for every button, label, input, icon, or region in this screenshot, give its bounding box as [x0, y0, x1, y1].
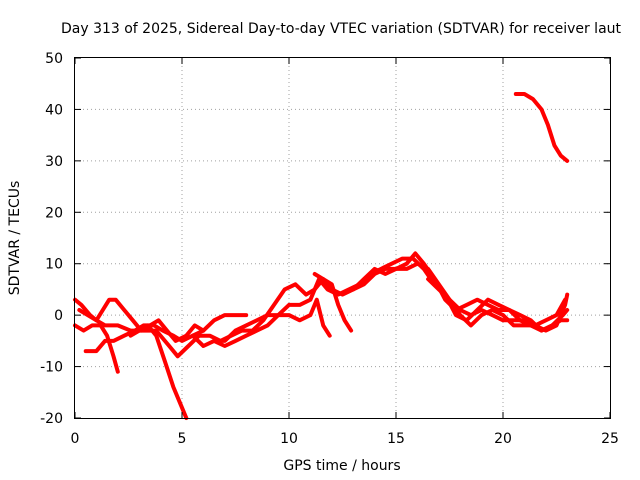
y-tick-label: -10 [40, 360, 63, 376]
y-tick-label: 50 [45, 51, 63, 67]
series-trace-9 [351, 261, 570, 333]
x-tick-label: 5 [178, 431, 187, 447]
series-trace-2 [73, 323, 120, 374]
y-tick-label: 40 [45, 102, 63, 118]
tick-labels: 0 5 10 15 20 25 -20 -10 0 10 20 30 40 50 [40, 51, 619, 447]
y-tick-label: 0 [54, 308, 63, 324]
x-tick-label: 10 [280, 431, 298, 447]
series-trace-5 [77, 251, 570, 359]
y-tick-label: 30 [45, 154, 63, 170]
plot-frame [74, 57, 611, 419]
x-tick-label: 25 [601, 431, 619, 447]
y-tick-label: 10 [45, 257, 63, 273]
y-tick-label: 20 [45, 205, 63, 221]
x-tick-label: 15 [387, 431, 405, 447]
series-trace-7 [212, 297, 332, 343]
y-axis-label: SDTVAR / TECUs [7, 181, 23, 296]
x-tick-label: 0 [71, 431, 80, 447]
series-trace-11 [513, 92, 570, 163]
series-trace-8 [312, 272, 354, 333]
x-tick-label: 20 [494, 431, 512, 447]
series-trace-3 [83, 313, 249, 354]
y-tick-label: -20 [40, 411, 63, 427]
series-trace-10 [426, 277, 568, 328]
grid [75, 58, 610, 418]
data-series [73, 92, 570, 420]
chart-title: Day 313 of 2025, Sidereal Day-to-day VTE… [61, 21, 622, 37]
x-axis-label: GPS time / hours [283, 458, 400, 474]
